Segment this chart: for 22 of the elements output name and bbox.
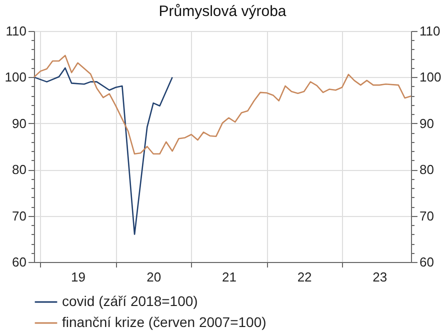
y2-tick-label: 80 xyxy=(420,162,434,178)
line-series xyxy=(33,67,173,235)
chart-title: Průmyslová výroba xyxy=(158,3,287,20)
x-tick-label: 21 xyxy=(222,270,236,284)
line-series xyxy=(33,54,412,155)
y2-tick-label: 100 xyxy=(420,70,442,85)
x-tick-label: 19 xyxy=(71,270,86,284)
x-tick-label: 22 xyxy=(297,270,312,284)
x-tick-label: 20 xyxy=(146,270,162,284)
y-tick-label: 80 xyxy=(12,162,26,178)
legend-label: covid (září 2018=100) xyxy=(62,293,198,309)
y-tick-label: 70 xyxy=(12,208,26,224)
y2-tick-label: 60 xyxy=(420,254,434,270)
x-tick-label: 23 xyxy=(372,270,388,284)
y2-tick-label: 90 xyxy=(420,116,434,131)
y-tick-label: 90 xyxy=(12,116,26,131)
legend-label: finanční krize (červen 2007=100) xyxy=(62,314,266,330)
y2-tick-label: 70 xyxy=(420,208,434,224)
y2-tick-label: 110 xyxy=(420,24,440,38)
y-tick-label: 110 xyxy=(6,24,26,38)
y-tick-label: 60 xyxy=(12,254,26,270)
y-tick-label: 100 xyxy=(4,70,26,85)
